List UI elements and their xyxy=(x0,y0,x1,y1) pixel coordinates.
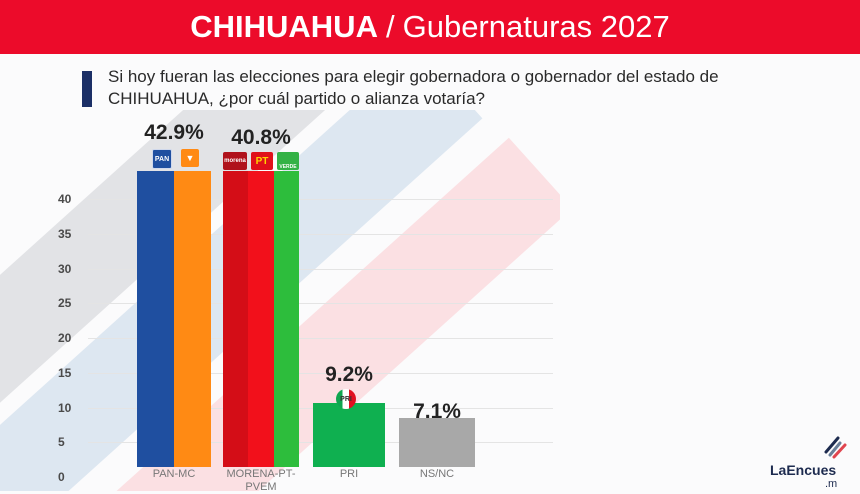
bar-segment xyxy=(313,403,385,467)
gridline xyxy=(88,338,553,339)
x-axis-label: PAN-MC xyxy=(152,468,196,480)
title-state: CHIHUAHUA xyxy=(190,9,378,44)
bar-ns-nc xyxy=(399,417,475,467)
bar-pan-mc xyxy=(137,171,211,467)
brand-name: LaEncues xyxy=(770,462,837,478)
gridline xyxy=(88,372,553,374)
bar-segment xyxy=(223,171,249,467)
question-text: Si hoy fueran las elecciones para elegir… xyxy=(108,67,719,108)
bar-segment xyxy=(174,171,211,467)
title-separator: / xyxy=(385,9,395,44)
pan-logo-icon: PAN xyxy=(152,149,172,169)
verde-logo-icon: VERDE xyxy=(277,152,299,170)
gridline xyxy=(88,233,553,235)
x-axis-label: PRI xyxy=(339,468,359,480)
bar-segment xyxy=(248,171,274,467)
x-axis-label: NS/NC xyxy=(419,468,455,480)
question-accent-bar xyxy=(82,71,92,107)
gridline xyxy=(88,268,553,270)
title-banner: CHIHUAHUA / Gubernaturas 2027 xyxy=(0,0,860,54)
bar-segment xyxy=(273,171,299,467)
y-tick-label: 25 xyxy=(58,296,72,311)
x-axis-label: MORENA-PT- PVEM xyxy=(226,468,296,493)
morena-logo-icon: morena xyxy=(223,152,247,170)
bar-pri xyxy=(313,403,385,467)
y-tick-label: 0 xyxy=(58,470,65,484)
y-tick-label: 30 xyxy=(58,261,72,276)
bar-segment xyxy=(137,171,174,467)
mc-logo-icon: ▼ xyxy=(181,149,199,167)
title-subtitle: Gubernaturas 2027 xyxy=(402,9,670,44)
y-tick-label: 20 xyxy=(58,331,72,345)
bar-segment xyxy=(399,417,475,467)
brand-logo-icon xyxy=(820,430,850,460)
pri-logo-icon: PRI xyxy=(336,389,356,409)
bar-morena-pt-pvem xyxy=(223,171,299,467)
gridline xyxy=(88,303,553,305)
gridline xyxy=(88,199,553,200)
value-label: 42.9% xyxy=(144,121,204,144)
pt-logo-icon: PT xyxy=(251,152,273,170)
y-tick-label: 35 xyxy=(58,226,72,241)
y-tick-label: 15 xyxy=(58,365,72,380)
brand-suffix: .m xyxy=(825,478,838,490)
y-tick-label: 5 xyxy=(58,435,65,450)
value-label: 9.2% xyxy=(325,363,373,386)
value-label: 40.8% xyxy=(231,126,291,149)
y-tick-label: 40 xyxy=(58,192,72,206)
value-label: 7.1% xyxy=(413,400,461,423)
y-tick-label: 10 xyxy=(58,400,72,415)
